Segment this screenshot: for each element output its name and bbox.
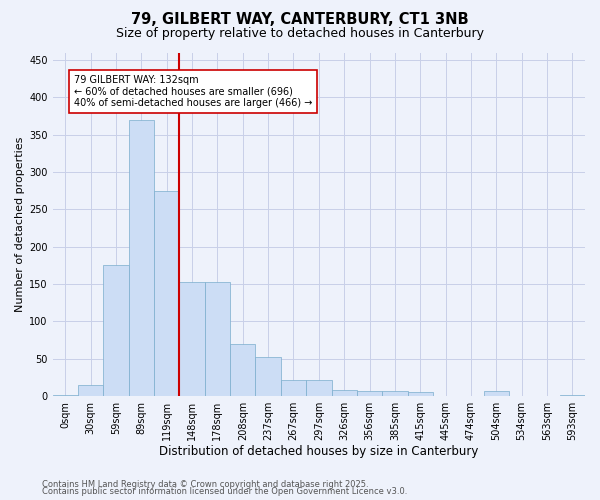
Bar	[560, 394, 585, 396]
Text: 79 GILBERT WAY: 132sqm
← 60% of detached houses are smaller (696)
40% of semi-de: 79 GILBERT WAY: 132sqm ← 60% of detached…	[74, 75, 313, 108]
Bar	[407, 392, 433, 396]
Text: Contains public sector information licensed under the Open Government Licence v3: Contains public sector information licen…	[42, 488, 407, 496]
Text: Size of property relative to detached houses in Canterbury: Size of property relative to detached ho…	[116, 28, 484, 40]
Bar	[78, 385, 103, 396]
Bar	[230, 344, 256, 396]
Bar	[281, 380, 306, 396]
Bar	[154, 190, 179, 396]
Bar	[179, 282, 205, 396]
Y-axis label: Number of detached properties: Number of detached properties	[15, 136, 25, 312]
Text: 79, GILBERT WAY, CANTERBURY, CT1 3NB: 79, GILBERT WAY, CANTERBURY, CT1 3NB	[131, 12, 469, 28]
Bar	[103, 266, 129, 396]
Bar	[129, 120, 154, 396]
Bar	[53, 394, 78, 396]
Text: Contains HM Land Registry data © Crown copyright and database right 2025.: Contains HM Land Registry data © Crown c…	[42, 480, 368, 489]
Bar	[332, 390, 357, 396]
Bar	[357, 391, 382, 396]
Bar	[484, 391, 509, 396]
X-axis label: Distribution of detached houses by size in Canterbury: Distribution of detached houses by size …	[159, 444, 479, 458]
Bar	[306, 380, 332, 396]
Bar	[256, 356, 281, 396]
Bar	[205, 282, 230, 396]
Bar	[382, 391, 407, 396]
